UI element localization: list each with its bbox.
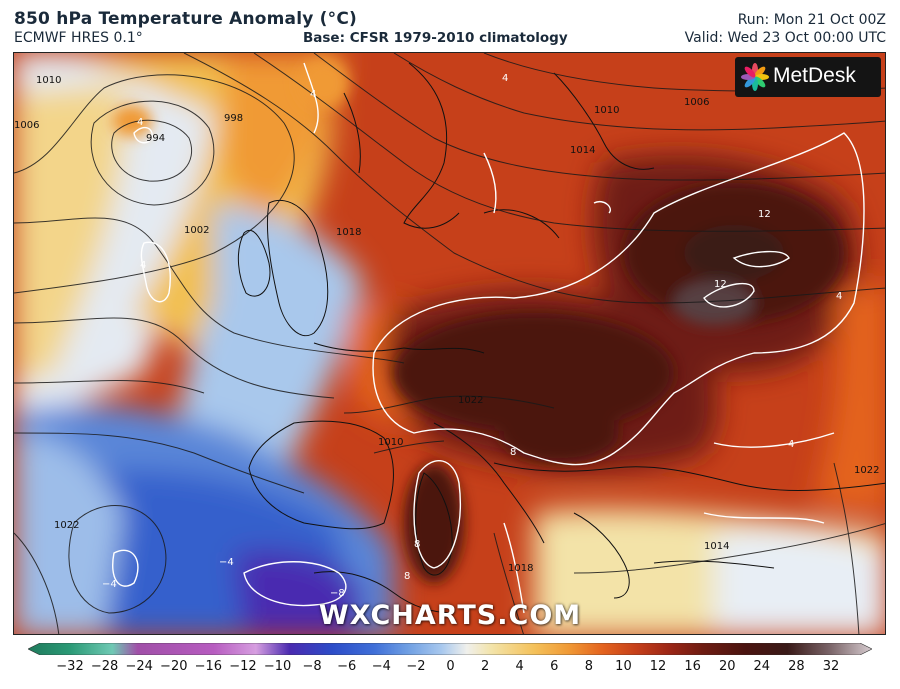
model-label: ECMWF HRES 0.1°: [14, 30, 143, 46]
colorbar-tick: 20: [718, 659, 736, 674]
anomaly-label: −8: [330, 588, 345, 599]
colorbar-tick: −20: [160, 659, 188, 674]
anomaly-label: 4: [502, 73, 508, 84]
colorbar-tick: −8: [302, 659, 322, 674]
isobar-label: 1002: [184, 225, 209, 236]
colorbar-tick: −2: [406, 659, 426, 674]
colorbar-tick: −10: [263, 659, 292, 674]
colorbar-tick: −6: [337, 659, 357, 674]
isobar-label: 1010: [594, 105, 619, 116]
isobar-label: 1018: [508, 563, 533, 574]
colorbar-tick: −12: [229, 659, 257, 674]
colorbar-tick: 24: [753, 659, 771, 674]
anomaly-label: 4: [788, 439, 794, 450]
colorbar-tick: 0: [446, 659, 455, 674]
isobar-label: 1018: [336, 227, 361, 238]
colorbar-tick: −24: [125, 659, 153, 674]
anomaly-label: 4: [310, 89, 316, 100]
isobar-label: 1006: [684, 97, 709, 108]
isobar-label: 1010: [378, 437, 403, 448]
chart-header: 850 hPa Temperature Anomaly (°C) ECMWF H…: [0, 0, 900, 52]
isobar-label: 1022: [458, 395, 483, 406]
wxcharts-watermark: WXCHARTS.COM: [318, 600, 582, 631]
isobar-label: 1022: [854, 465, 879, 476]
metdesk-flower-icon: [741, 63, 769, 91]
colorbar-tick: 28: [788, 659, 805, 674]
colorbar-tick: −32: [56, 659, 84, 674]
valid-time-label: Valid: Wed 23 Oct 00:00 UTC: [684, 30, 886, 46]
chart-title: 850 hPa Temperature Anomaly (°C): [14, 9, 357, 29]
isobar-label: 994: [146, 133, 165, 144]
metdesk-logo-text: MetDesk: [773, 64, 856, 87]
anomaly-label: 8: [510, 447, 516, 458]
colorbar-tick: 10: [615, 659, 632, 674]
anomaly-label: 4: [140, 260, 146, 271]
anomaly-label: 8: [414, 539, 420, 550]
isobar-label: 1006: [14, 120, 39, 131]
anomaly-label: 12: [758, 209, 771, 220]
isobar-label: 1022: [54, 520, 79, 531]
colorbar-tick: −28: [90, 659, 119, 674]
anomaly-map: 994 998 1002 1006 1010 1018 1010 1022 10…: [13, 52, 886, 635]
colorbar-tick: 32: [822, 659, 840, 674]
colorbar-tick: 8: [584, 659, 593, 674]
colorbar-tick: 4: [515, 659, 524, 674]
coastlines: [237, 62, 885, 614]
anomaly-label: 4: [836, 291, 842, 302]
isobars: [14, 53, 885, 634]
anomaly-label: −4: [219, 557, 234, 568]
colorbar-tick: 12: [649, 659, 667, 674]
colorbar-tick: 2: [480, 659, 490, 674]
anomaly-label: −4: [102, 579, 117, 590]
colorbar-tick: 16: [684, 659, 701, 674]
colorbar: [28, 643, 872, 655]
colorbar-tick: −16: [194, 659, 223, 674]
isobar-label: 1014: [570, 145, 595, 156]
map-canvas: 994 998 1002 1006 1010 1018 1010 1022 10…: [14, 53, 885, 634]
anomaly-label: 8: [404, 571, 410, 582]
run-time-label: Run: Mon 21 Oct 00Z: [737, 12, 886, 28]
colorbar-tick-labels: −32 −28 −24 −20 −16 −12 −10 −8 −6 −4 −2 0 2 4 6 8 10 12 16…: [0, 659, 900, 679]
colorbar-tick: −4: [371, 659, 391, 674]
metdesk-logo: MetDesk: [735, 57, 881, 97]
climatology-base-label: Base: CFSR 1979-2010 climatology: [303, 30, 568, 46]
anomaly-label: 12: [714, 279, 727, 290]
isobar-label: 998: [224, 113, 243, 124]
isobar-label: 1010: [36, 75, 61, 86]
isobar-label-layer: 994 998 1002 1006 1010 1018 1010 1022 10…: [14, 75, 879, 574]
anomaly-label: 4: [137, 117, 143, 128]
anomaly-label-layer: 4 4 4 4 4 8 8 12 12 8 4 −4 −4 −8: [102, 73, 842, 599]
colorbar-tick: 6: [550, 659, 559, 674]
anomaly-contours: [112, 62, 865, 614]
isobar-label: 1014: [704, 541, 729, 552]
